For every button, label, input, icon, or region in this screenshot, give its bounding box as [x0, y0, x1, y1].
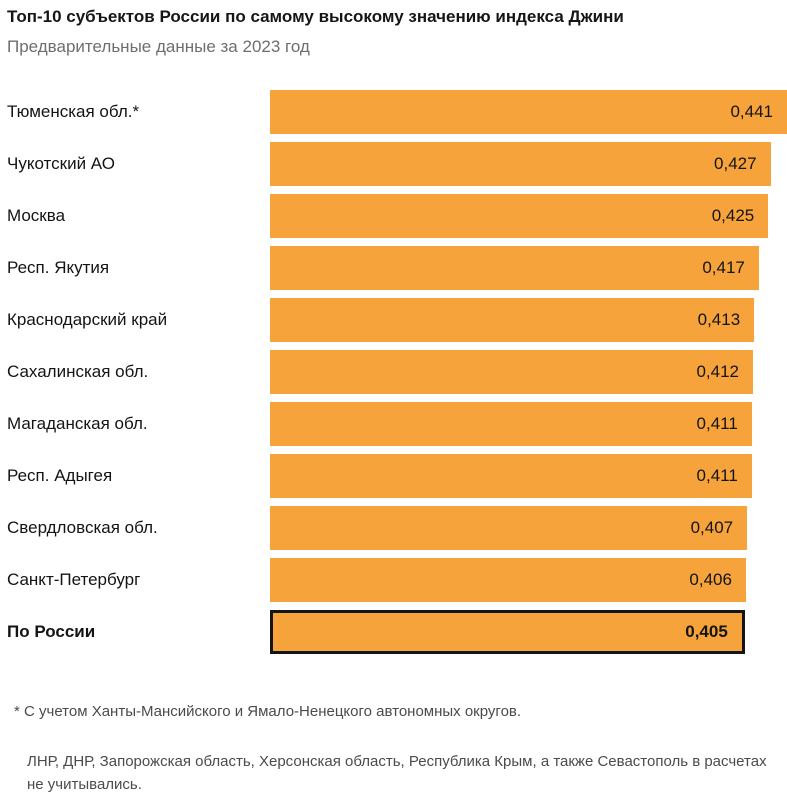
bar-area: 0,441: [270, 90, 787, 134]
bar: 0,407: [270, 506, 748, 550]
bar-area: 0,413: [270, 298, 787, 342]
chart-row: Магаданская обл. 0,411: [0, 402, 787, 446]
bar-value-label: 0,441: [730, 102, 773, 121]
bar-area: 0,411: [270, 454, 787, 498]
bar-chart: Тюменская обл.* 0,441 Чукотский АО 0,427 Мос…: [0, 90, 787, 654]
bar-area: 0,411: [270, 402, 787, 446]
footnote-exclusions: ЛНР, ДНР, Запорожская область, Херсонска…: [27, 753, 767, 793]
footnote-asterisk: * С учетом Ханты-Мансийского и Ямало-Нен…: [14, 703, 522, 720]
bar-value-label: 0,406: [689, 570, 732, 589]
bar: 0,441: [270, 90, 787, 134]
bar-value-label: 0,427: [714, 154, 757, 173]
row-label: Свердловская обл.: [7, 518, 158, 537]
bar: 0,427: [270, 142, 771, 186]
footnotes: * С учетом Ханты-Мансийского и Ямало-Нен…: [0, 700, 787, 793]
bar-area: 0,425: [270, 194, 787, 238]
bar-value-label: 0,411: [696, 466, 738, 485]
bar: 0,411: [270, 454, 752, 498]
bar-value-label: 0,425: [711, 206, 755, 225]
chart-row: Респ. Якутия 0,417: [0, 246, 787, 290]
bar-value-label: 0,411: [696, 414, 738, 433]
bar-area: 0,407: [270, 506, 787, 550]
chart-row: По России 0,405: [0, 610, 787, 654]
row-label: Тюменская обл.*: [7, 102, 140, 121]
row-label: Москва: [7, 206, 66, 225]
chart-row: Краснодарский край 0,413: [0, 298, 787, 342]
chart-header: Топ-10 субъектов России по самому высоко…: [0, 0, 787, 58]
row-label: Краснодарский край: [7, 310, 168, 329]
bar: 0,406: [270, 558, 746, 602]
row-label: Чукотский АО: [7, 154, 115, 173]
bar: 0,417: [270, 246, 759, 290]
row-label: Респ. Адыгея: [7, 466, 113, 485]
bar-area: 0,406: [270, 558, 787, 602]
chart-subtitle: Предварительные данные за 2023 год: [7, 37, 310, 56]
bar-area: 0,412: [270, 350, 787, 394]
bar-value-label: 0,412: [696, 362, 739, 381]
bar-value-label: 0,413: [697, 310, 741, 329]
chart-row: Москва 0,425: [0, 194, 787, 238]
row-label: Магаданская обл.: [7, 414, 148, 433]
bar-area: 0,427: [270, 142, 787, 186]
bar-value-label: 0,417: [702, 258, 745, 277]
chart-title: Топ-10 субъектов России по самому высоко…: [7, 7, 624, 26]
bar: 0,413: [270, 298, 755, 342]
chart-row: Сахалинская обл. 0,412: [0, 350, 787, 394]
row-label: Респ. Якутия: [7, 258, 110, 277]
row-label: Сахалинская обл.: [7, 362, 149, 381]
bar-area: 0,417: [270, 246, 787, 290]
chart-row: Свердловская обл. 0,407: [0, 506, 787, 550]
chart-row: Чукотский АО 0,427: [0, 142, 787, 186]
bar: 0,425: [270, 194, 769, 238]
bar: 0,412: [270, 350, 753, 394]
chart-row: Тюменская обл.* 0,441: [0, 90, 787, 134]
bar-value-label: 0,405: [685, 622, 728, 641]
chart-row: Санкт-Петербург 0,406: [0, 558, 787, 602]
bar-area: 0,405: [270, 610, 787, 654]
bar: 0,405: [270, 610, 745, 654]
row-label: Санкт-Петербург: [7, 570, 141, 589]
row-label: По России: [7, 622, 96, 641]
bar: 0,411: [270, 402, 752, 446]
bar-value-label: 0,407: [690, 518, 734, 537]
chart-row: Респ. Адыгея 0,411: [0, 454, 787, 498]
